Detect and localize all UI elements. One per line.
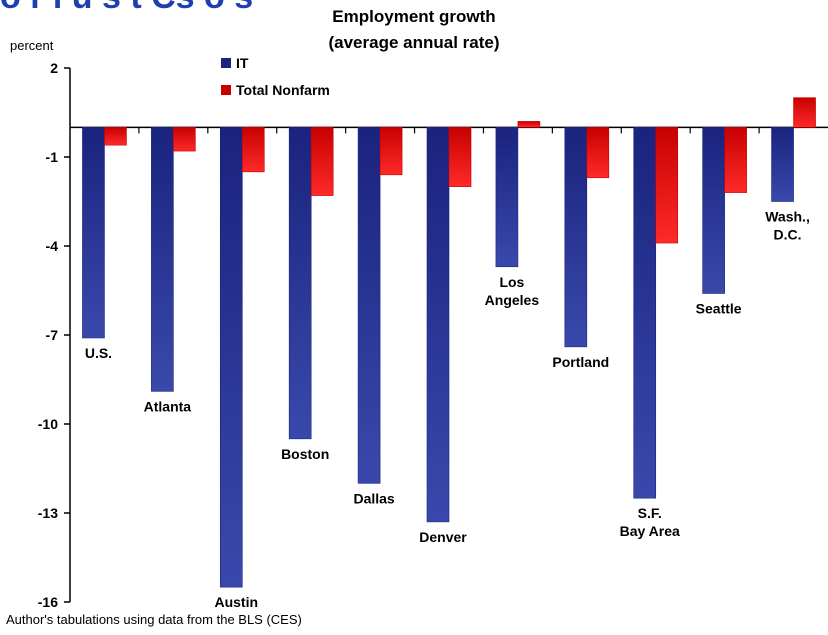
category-label: S.F. — [638, 505, 662, 521]
bar-total-nonfarm — [517, 121, 541, 128]
bar-total-nonfarm — [104, 127, 127, 146]
legend-label-total-nonfarm: Total Nonfarm — [236, 82, 330, 98]
bar-it — [357, 127, 381, 484]
y-axis-unit-label: percent — [10, 38, 54, 53]
bar-total-nonfarm — [586, 127, 610, 179]
legend-label-it: IT — [236, 55, 249, 71]
bar-series — [82, 97, 816, 588]
y-tick-label: 2 — [50, 60, 58, 76]
category-label: Denver — [419, 529, 467, 545]
bar-total-nonfarm — [793, 97, 816, 128]
chart-title-line-1: Employment growth — [332, 7, 495, 26]
partial-slide-title: o r i u s t Cs o s — [0, 0, 253, 17]
bar-it — [633, 127, 657, 499]
bar-it — [564, 127, 588, 348]
bar-total-nonfarm — [448, 127, 472, 187]
bar-total-nonfarm — [310, 127, 334, 196]
bar-chart: Employment growth (average annual rate) … — [10, 7, 828, 611]
legend-swatch-it — [221, 58, 231, 68]
category-label: Austin — [214, 594, 258, 610]
bar-total-nonfarm — [379, 127, 403, 176]
y-tick-label: -16 — [38, 594, 58, 610]
source-note: Author's tabulations using data from the… — [6, 612, 302, 627]
bar-total-nonfarm — [655, 127, 679, 244]
category-labels: U.S. Atlanta Austin Boston Dallas Denver Los An… — [85, 209, 810, 611]
bar-it — [495, 127, 519, 268]
bar-total-nonfarm — [724, 127, 747, 193]
bar-it — [82, 127, 105, 339]
y-tick-label: -1 — [46, 149, 59, 165]
y-tick-label: -10 — [38, 416, 58, 432]
legend-swatch-total-nonfarm — [221, 85, 231, 95]
category-label: Portland — [552, 354, 609, 370]
category-label: Boston — [281, 446, 329, 462]
chart-title-line-2: (average annual rate) — [328, 33, 499, 52]
category-label: Angeles — [485, 292, 540, 308]
category-label: Bay Area — [620, 523, 680, 539]
y-tick-label: -4 — [46, 238, 59, 254]
bar-it — [151, 127, 174, 392]
category-label: U.S. — [85, 345, 112, 361]
category-label: Wash., — [765, 209, 810, 225]
bar-it — [288, 127, 312, 440]
y-tick-label: -7 — [46, 327, 59, 343]
bar-total-nonfarm — [241, 127, 265, 173]
bar-it — [771, 127, 794, 202]
bar-it — [426, 127, 450, 523]
legend: IT Total Nonfarm — [221, 55, 330, 98]
category-label: Atlanta — [144, 398, 192, 414]
bar-it — [702, 127, 725, 294]
y-tick-label: -13 — [38, 505, 58, 521]
category-label: Dallas — [353, 490, 394, 506]
category-label: D.C. — [774, 227, 802, 243]
bar-total-nonfarm — [173, 127, 196, 152]
bar-it — [219, 127, 243, 588]
category-label: Los — [499, 274, 524, 290]
category-label: Seattle — [696, 300, 742, 316]
